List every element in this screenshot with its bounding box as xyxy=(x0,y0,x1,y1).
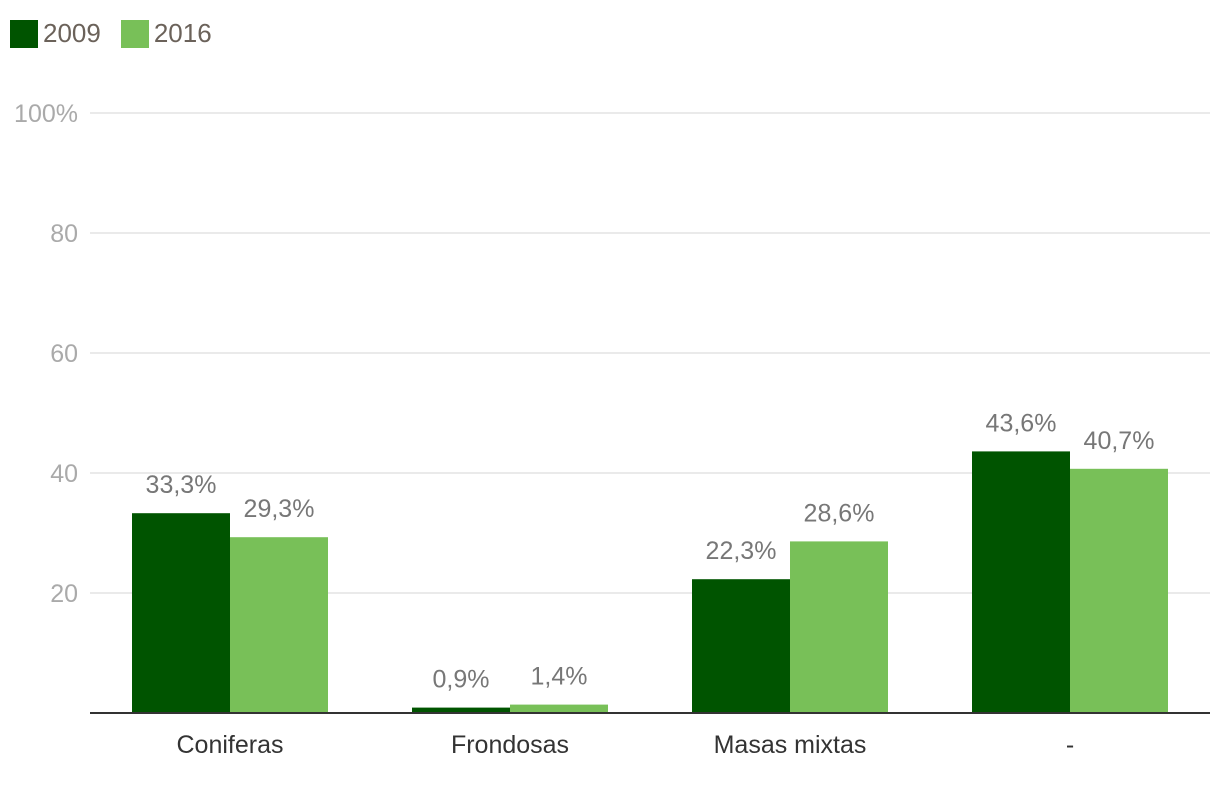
bar-2009-1[interactable] xyxy=(412,707,510,713)
y-tick-label: 40 xyxy=(50,460,78,488)
y-tick-label: 20 xyxy=(50,580,78,608)
legend-item-2009[interactable]: 2009 xyxy=(10,18,101,49)
data-label: 0,9% xyxy=(433,666,490,694)
data-label: 29,3% xyxy=(244,495,315,523)
data-labels: 33,3% 29,3% 0,9% 1,4% 22,3% 28,6% 43,6% 40,7% xyxy=(146,409,1155,693)
bar-2009-0[interactable] xyxy=(132,513,230,713)
data-label: 40,7% xyxy=(1084,427,1155,455)
y-tick-label: 60 xyxy=(50,340,78,368)
x-tick-label: Masas mixtas xyxy=(714,731,867,759)
legend-swatch-2009 xyxy=(10,19,38,48)
data-label: 1,4% xyxy=(531,663,588,691)
data-label: 28,6% xyxy=(804,499,875,527)
bar-2016-3[interactable] xyxy=(1070,468,1168,713)
bar-2016-1[interactable] xyxy=(510,704,608,713)
legend-label-2016: 2016 xyxy=(153,18,212,48)
data-label: 33,3% xyxy=(146,471,217,499)
legend-label-2009: 2009 xyxy=(43,18,101,48)
data-label: 43,6% xyxy=(986,409,1057,437)
data-label: 22,3% xyxy=(706,537,777,565)
x-tick-label: Frondosas xyxy=(451,731,569,759)
x-tick-label: - xyxy=(1066,731,1074,759)
bar-2016-0[interactable] xyxy=(230,537,328,713)
chart-legend: 2009 2016 xyxy=(10,18,232,49)
bars xyxy=(132,451,1168,713)
bar-2009-2[interactable] xyxy=(692,579,790,713)
legend-item-2016[interactable]: 2016 xyxy=(120,18,212,49)
x-axis-ticks: Coniferas Frondosas Masas mixtas - xyxy=(177,731,1075,759)
y-tick-label: 100% xyxy=(14,100,78,128)
y-tick-label: 80 xyxy=(50,220,78,248)
y-axis-ticks: 20 40 60 80 100% xyxy=(14,100,78,608)
x-tick-label: Coniferas xyxy=(177,731,284,759)
bar-2016-2[interactable] xyxy=(790,541,888,713)
bar-2009-3[interactable] xyxy=(972,451,1070,713)
legend-swatch-2016 xyxy=(120,19,149,48)
